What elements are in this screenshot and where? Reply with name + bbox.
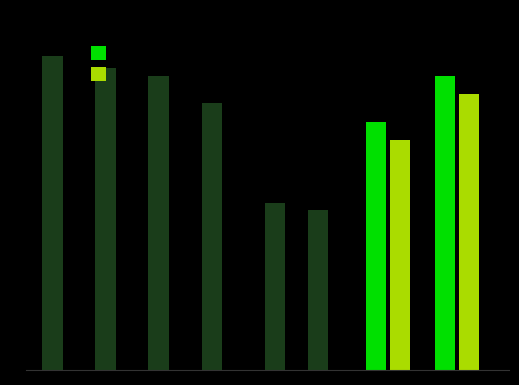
Bar: [459, 94, 479, 370]
Bar: [265, 203, 285, 370]
Bar: [435, 76, 455, 370]
Bar: [308, 210, 328, 370]
Bar: [95, 69, 116, 370]
Bar: [366, 122, 386, 370]
Bar: [148, 76, 169, 370]
Bar: [201, 103, 222, 370]
Bar: [390, 140, 410, 370]
FancyBboxPatch shape: [91, 45, 105, 60]
FancyBboxPatch shape: [91, 67, 105, 81]
Bar: [43, 55, 63, 370]
